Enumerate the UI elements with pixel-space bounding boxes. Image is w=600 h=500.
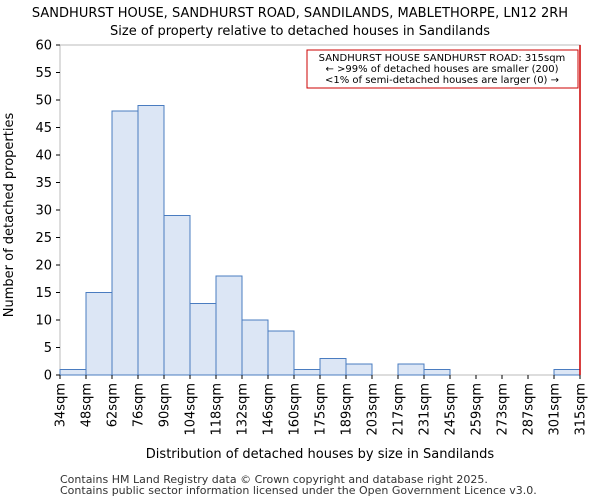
y-tick-label: 45 [35, 121, 52, 136]
x-tick-label: 34sqm [54, 383, 69, 427]
x-tick-label: 104sqm [184, 383, 199, 436]
x-tick-label: 146sqm [262, 383, 277, 436]
histogram-bar-76sqm [137, 105, 165, 376]
histogram-bar-90sqm [163, 215, 191, 376]
y-tick-label: 55 [35, 66, 52, 81]
x-tick-label: 48sqm [80, 383, 95, 427]
histogram-bar-132sqm [241, 319, 269, 376]
footer-line2: Contains public sector information licen… [60, 484, 537, 497]
annotation-line1: SANDHURST HOUSE SANDHURST ROAD: 315sqm [319, 53, 566, 64]
histogram-bar-217sqm [397, 363, 425, 376]
chart-title-line2: Size of property relative to detached ho… [110, 24, 490, 39]
annotation-line3: <1% of semi-detached houses are larger (… [325, 75, 559, 86]
x-tick-label: 217sqm [392, 383, 407, 436]
x-tick-label: 315sqm [574, 383, 589, 436]
x-tick-label: 259sqm [470, 383, 485, 436]
bars-group [59, 105, 581, 376]
x-tick-label: 287sqm [522, 383, 537, 436]
x-tick-label: 175sqm [314, 383, 329, 436]
y-tick-label: 25 [35, 231, 52, 246]
x-tick-label: 301sqm [548, 383, 563, 436]
histogram-bar-189sqm [345, 363, 373, 376]
x-tick-label: 231sqm [418, 383, 433, 436]
y-tick-label: 15 [35, 286, 52, 301]
x-ticks-group: 34sqm 48sqm 62sqm 76sqm 90sqm 104sqm 118sqm 132… [54, 375, 589, 436]
annotation-line2: ← >99% of detached houses are smaller (2… [325, 64, 558, 75]
x-tick-label: 132sqm [236, 383, 251, 436]
y-tick-label: 5 [44, 341, 52, 356]
x-tick-label: 273sqm [496, 383, 511, 436]
y-tick-label: 0 [44, 369, 52, 384]
y-tick-label: 35 [35, 176, 52, 191]
x-tick-label: 160sqm [288, 383, 303, 436]
annotation-box [306, 49, 579, 89]
x-tick-label: 118sqm [210, 383, 225, 436]
histogram-bar-62sqm [111, 110, 139, 376]
x-tick-label: 76sqm [132, 383, 147, 427]
histogram-bar-48sqm [85, 292, 113, 376]
y-ticks-group: 0 5 10 15 20 25 30 35 40 45 50 55 60 [35, 39, 60, 384]
y-tick-label: 50 [35, 94, 52, 109]
histogram-bar-231sqm [423, 369, 451, 376]
histogram-bar-146sqm [267, 330, 295, 376]
histogram-bar-118sqm [215, 275, 243, 376]
histogram-bar-104sqm [189, 303, 217, 376]
y-axis-label: Number of detached properties [2, 113, 17, 318]
chart-title-line1: SANDHURST HOUSE, SANDHURST ROAD, SANDILA… [32, 6, 568, 21]
histogram-bar-34sqm [59, 369, 87, 376]
y-tick-label: 60 [35, 39, 52, 54]
histogram-bar-160sqm [293, 369, 321, 376]
x-tick-label: 90sqm [158, 383, 173, 427]
y-tick-label: 30 [35, 204, 52, 219]
histogram-bar-301sqm [553, 369, 581, 376]
histogram-bar-175sqm [319, 358, 347, 376]
x-tick-label: 245sqm [444, 383, 459, 436]
x-tick-label: 62sqm [106, 383, 121, 427]
x-tick-label: 203sqm [366, 383, 381, 436]
y-tick-label: 40 [35, 149, 52, 164]
x-tick-label: 189sqm [340, 383, 355, 436]
y-tick-label: 10 [35, 314, 52, 329]
x-axis-label: Distribution of detached houses by size … [146, 447, 495, 462]
y-tick-label: 20 [35, 259, 52, 274]
footer-line1: Contains HM Land Registry data © Crown c… [60, 473, 488, 486]
